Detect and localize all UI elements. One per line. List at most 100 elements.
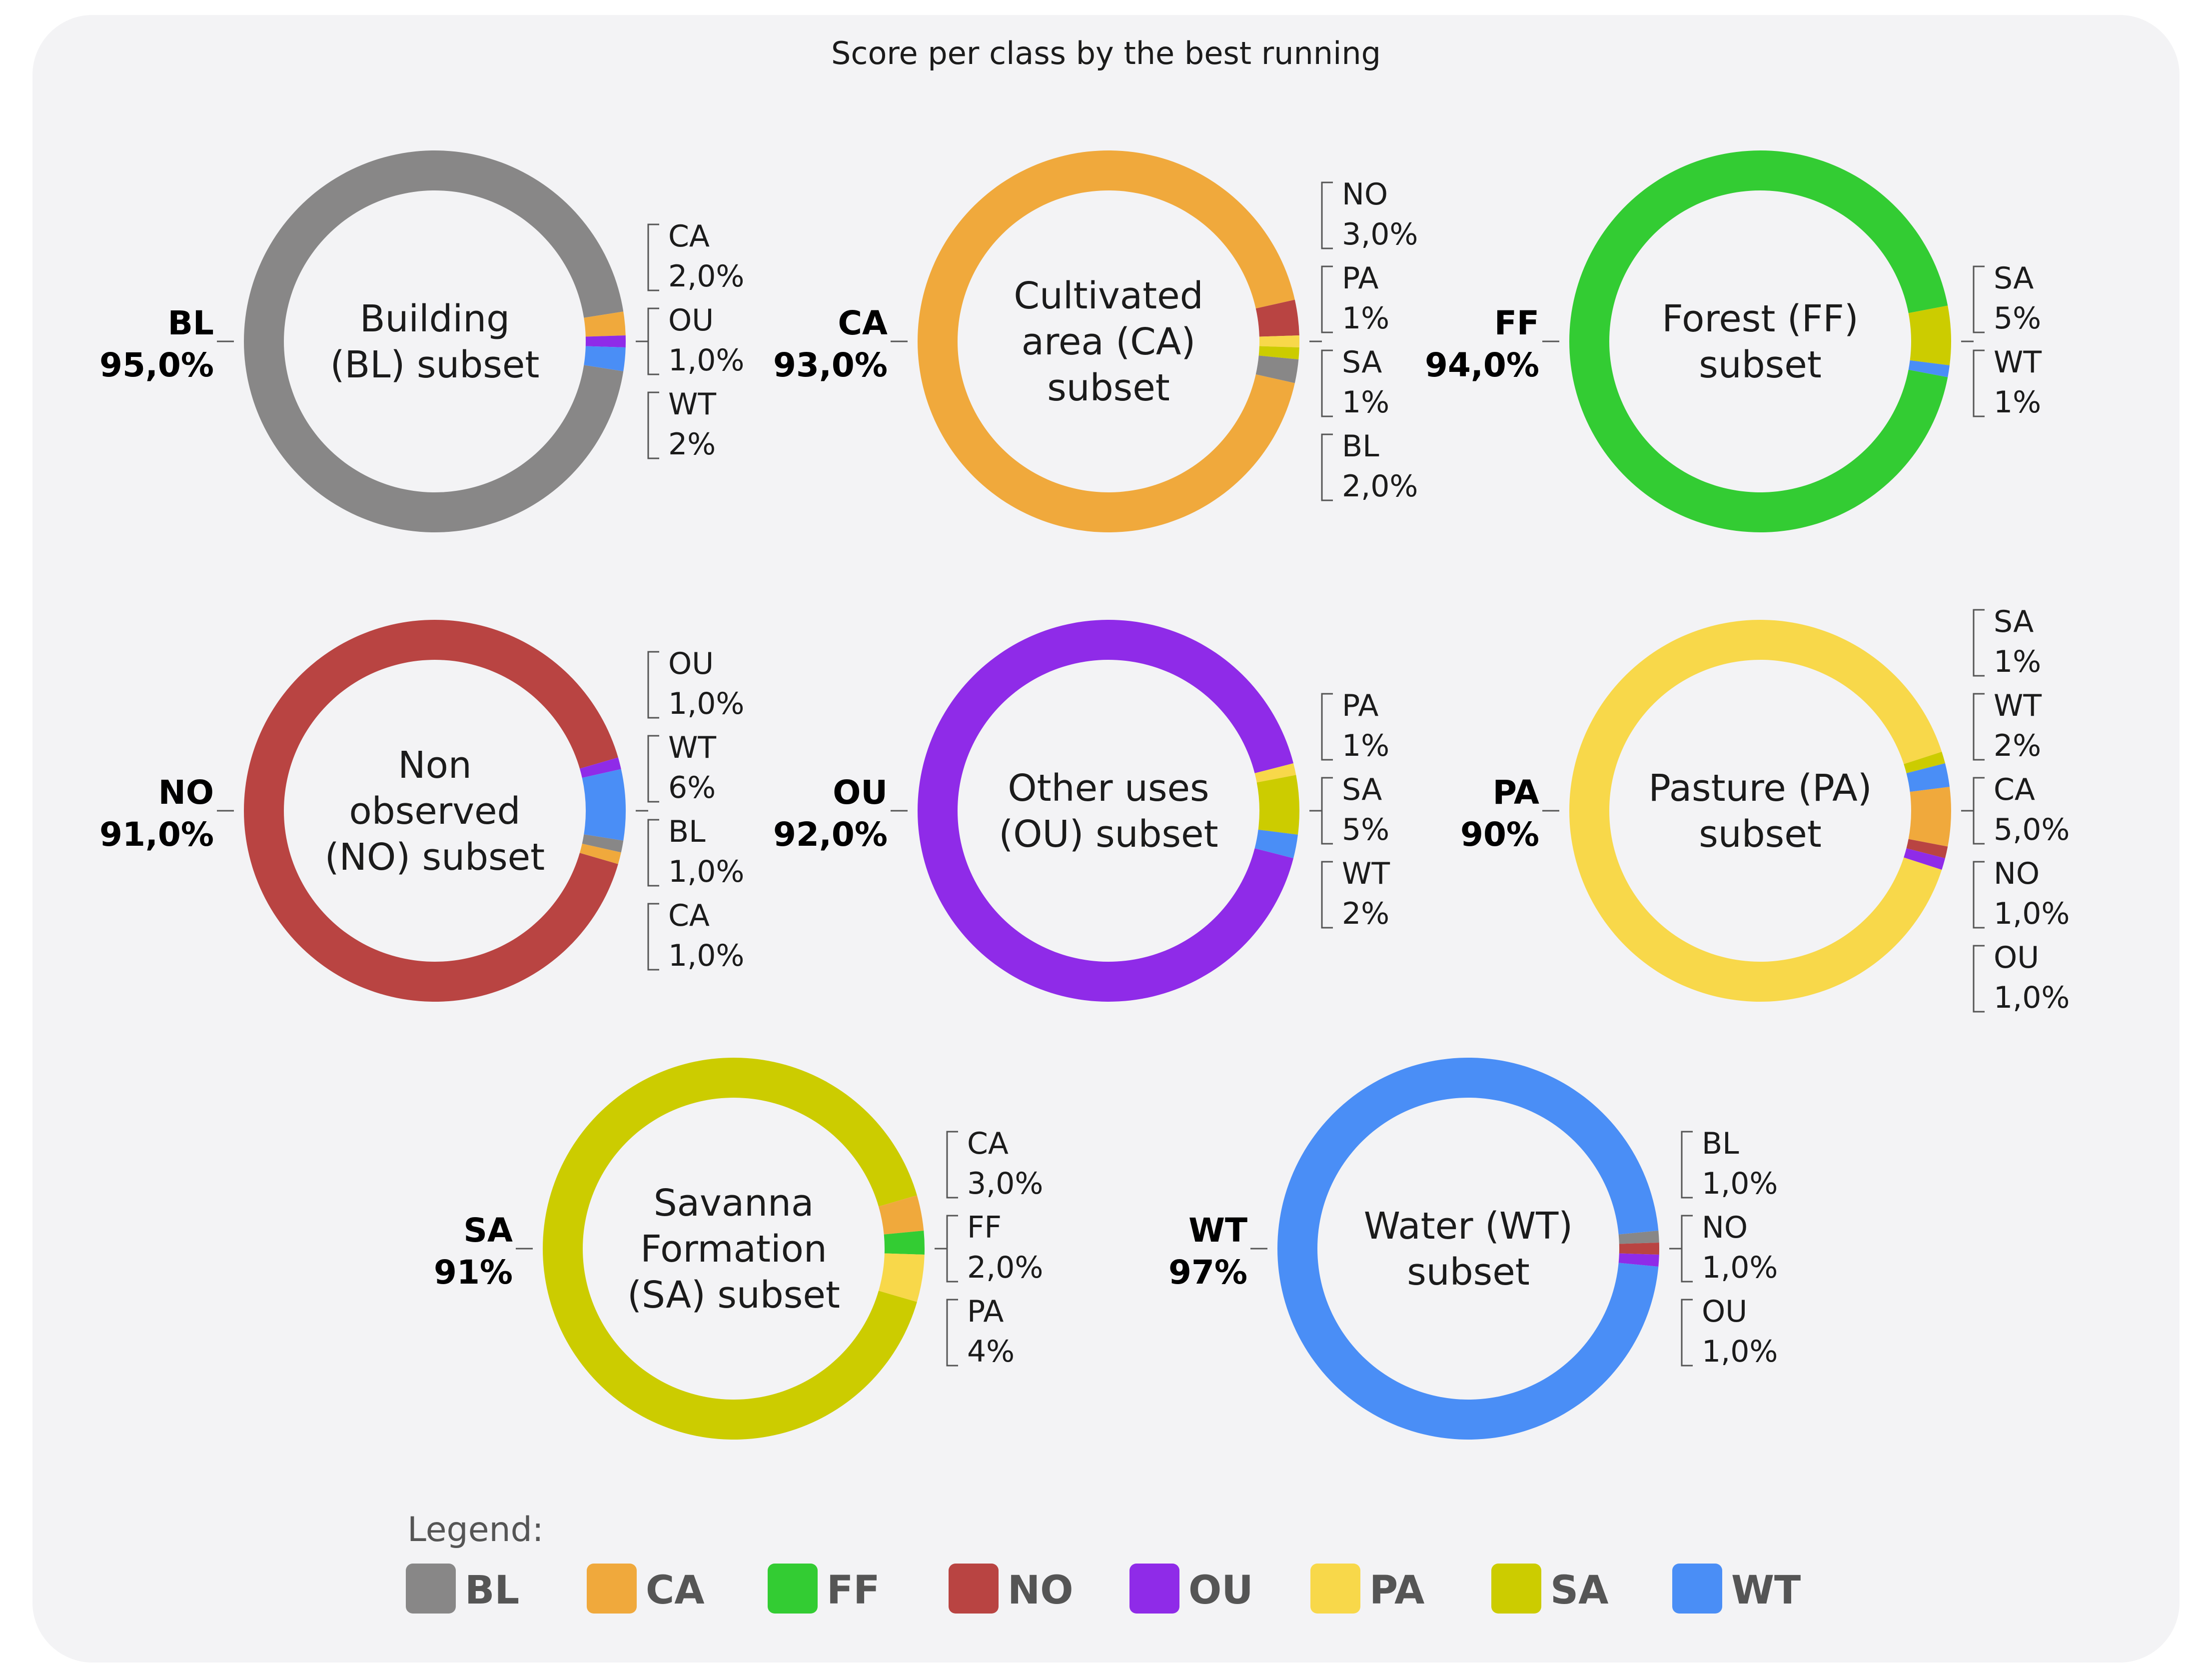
legend-label-bl: BL	[465, 1568, 519, 1613]
slice-label-value: 5%	[1342, 812, 1389, 847]
legend-label-wt: WT	[1731, 1568, 1801, 1613]
slice-label-bracket	[647, 307, 659, 375]
slice-label-bracket	[647, 391, 659, 459]
slice-ou	[585, 335, 626, 347]
center-label-line: (BL) subset	[330, 343, 540, 386]
slice-label-bracket	[1973, 693, 1985, 761]
slice-label-bracket	[1681, 1215, 1693, 1283]
slice-wt-main	[1277, 1058, 1659, 1440]
slice-bl-main	[244, 150, 624, 532]
slice-label-value: 5,0%	[1994, 812, 2070, 847]
slice-ff	[884, 1231, 925, 1255]
center-label-line: Pasture (PA)	[1648, 767, 1872, 810]
slice-label-value: 2%	[1342, 896, 1389, 931]
main-label-value: 97%	[1168, 1253, 1247, 1292]
slice-label-value: 1%	[1342, 728, 1389, 763]
center-label-line: (SA) subset	[627, 1274, 840, 1317]
slice-label-value: 1,0%	[1702, 1166, 1778, 1201]
slice-label-bracket	[1973, 609, 1985, 677]
slice-label-bracket	[1681, 1299, 1693, 1367]
slice-label-value: 1,0%	[668, 938, 744, 973]
slice-label-bracket	[1321, 693, 1333, 761]
slice-label-code: NO	[1994, 856, 2040, 891]
slice-sa	[1908, 305, 1951, 365]
slice-label-code: FF	[967, 1210, 1002, 1245]
center-label-line: Forest (FF)	[1662, 297, 1859, 340]
slice-wt	[582, 769, 626, 841]
legend-swatch-pa	[1310, 1564, 1360, 1614]
slice-label-code: OU	[1702, 1294, 1747, 1329]
slice-label-bracket	[647, 735, 659, 803]
legend-label-pa: PA	[1369, 1568, 1424, 1613]
slice-label-bracket	[647, 903, 659, 971]
main-label-value: 91%	[434, 1253, 513, 1292]
slice-label-value: 2,0%	[1342, 469, 1418, 504]
slice-no	[1255, 299, 1299, 337]
center-label-line: (NO) subset	[325, 836, 545, 879]
slice-label-value: 2%	[1994, 728, 2041, 763]
slice-label-value: 5%	[1994, 301, 2041, 336]
slice-label-code: BL	[668, 814, 706, 849]
slice-label-bracket	[1321, 349, 1333, 417]
slice-label-code: OU	[668, 303, 714, 338]
slice-label-bracket	[946, 1131, 958, 1199]
slice-label-value: 2,0%	[668, 259, 744, 294]
slice-label-bracket	[1973, 349, 1985, 417]
slice-ca	[879, 1195, 924, 1235]
slice-label-code: CA	[668, 219, 710, 254]
slice-sa	[1258, 346, 1299, 359]
legend-title: Legend:	[407, 1510, 544, 1550]
legend-label-ou: OU	[1188, 1568, 1253, 1613]
legend-swatch-bl	[406, 1564, 456, 1614]
slice-label-value: 1,0%	[668, 686, 744, 721]
slice-label-code: WT	[668, 730, 716, 765]
center-label-line: Savanna	[654, 1182, 814, 1225]
donut-bl: Building(BL) subset BL 95,0% CA 2,0% OU 1,0% WT…	[99, 150, 744, 532]
slice-wt	[584, 346, 626, 371]
slice-label-value: 1%	[1342, 301, 1389, 336]
main-label-code: OU	[833, 773, 888, 812]
slice-label-value: 6%	[668, 770, 716, 805]
slice-label-value: 1,0%	[668, 343, 744, 378]
main-label-value: 90%	[1460, 815, 1539, 854]
legend-label-ff: FF	[827, 1568, 880, 1613]
slice-label-value: 2%	[668, 427, 716, 462]
slice-bl	[1618, 1231, 1659, 1244]
chart-title: Score per class by the best running	[831, 35, 1381, 71]
slice-label-value: 1%	[1994, 385, 2041, 420]
main-label-code: FF	[1494, 304, 1539, 342]
slice-label-code: NO	[1342, 177, 1388, 212]
legend-swatch-ff	[768, 1564, 818, 1614]
slice-ou	[1618, 1253, 1659, 1267]
slice-label-value: 3,0%	[967, 1166, 1043, 1201]
slice-label-bracket	[1681, 1131, 1693, 1199]
slice-ca	[1908, 787, 1951, 847]
slice-label-code: WT	[1994, 345, 2042, 380]
slice-label-bracket	[946, 1215, 958, 1283]
slice-label-value: 1%	[1342, 385, 1389, 420]
slice-label-code: WT	[1994, 688, 2042, 723]
center-label-line: Building	[360, 297, 510, 340]
main-label-value: 91,0%	[99, 815, 214, 854]
slice-label-code: SA	[1342, 772, 1382, 807]
slice-label-bracket	[946, 1299, 958, 1367]
main-label-value: 94,0%	[1425, 346, 1539, 384]
slice-label-value: 1,0%	[1702, 1250, 1778, 1285]
main-label-value: 95,0%	[99, 346, 214, 384]
center-label-line: Cultivated	[1014, 274, 1203, 317]
legend-swatch-ou	[1129, 1564, 1179, 1614]
slice-bl	[1255, 355, 1299, 383]
slice-label-bracket	[1973, 777, 1985, 845]
center-label-line: Water (WT)	[1364, 1205, 1573, 1248]
legend-label-sa: SA	[1550, 1568, 1609, 1613]
slice-label-code: PA	[1342, 688, 1378, 723]
chart-panel	[32, 15, 2180, 1663]
slice-label-value: 1%	[1994, 644, 2041, 679]
slice-label-code: BL	[1702, 1126, 1739, 1161]
slice-label-value: 1,0%	[1994, 980, 2070, 1015]
slice-label-bracket	[1973, 265, 1985, 333]
slice-wt	[1908, 360, 1950, 377]
